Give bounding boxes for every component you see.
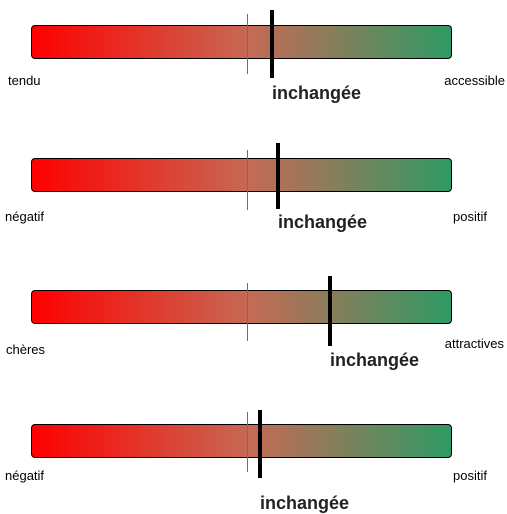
right-label: accessible	[444, 73, 505, 88]
right-label: positif	[453, 468, 487, 483]
reference-line	[247, 150, 248, 210]
center-label: inchangée	[278, 212, 368, 232]
center-label: inchangée	[330, 350, 420, 370]
gradient-bar	[31, 424, 452, 458]
left-label: négatif	[5, 468, 45, 483]
right-label: attractives	[444, 336, 504, 351]
gradient-bar	[31, 158, 452, 192]
center-label: inchangée	[272, 83, 362, 103]
value-marker	[276, 143, 280, 209]
reference-line	[247, 14, 248, 74]
left-label: tendu	[8, 73, 41, 88]
value-marker	[270, 10, 274, 78]
gradient-bar	[31, 290, 452, 324]
left-label: négatif	[5, 209, 45, 224]
gauge-1: tendu accessible inchangée	[0, 0, 507, 110]
reference-line	[247, 283, 248, 341]
gauge-2: négatif positif inchangée	[0, 0, 507, 240]
center-label: inchangée	[260, 493, 350, 513]
value-marker	[328, 276, 332, 346]
gradient-bar	[31, 25, 452, 59]
reference-line	[247, 412, 248, 472]
gauge-3: chères attractives inchangée	[6, 276, 504, 370]
value-marker	[258, 410, 262, 478]
left-label: chères	[6, 342, 46, 357]
right-label: positif	[453, 209, 487, 224]
